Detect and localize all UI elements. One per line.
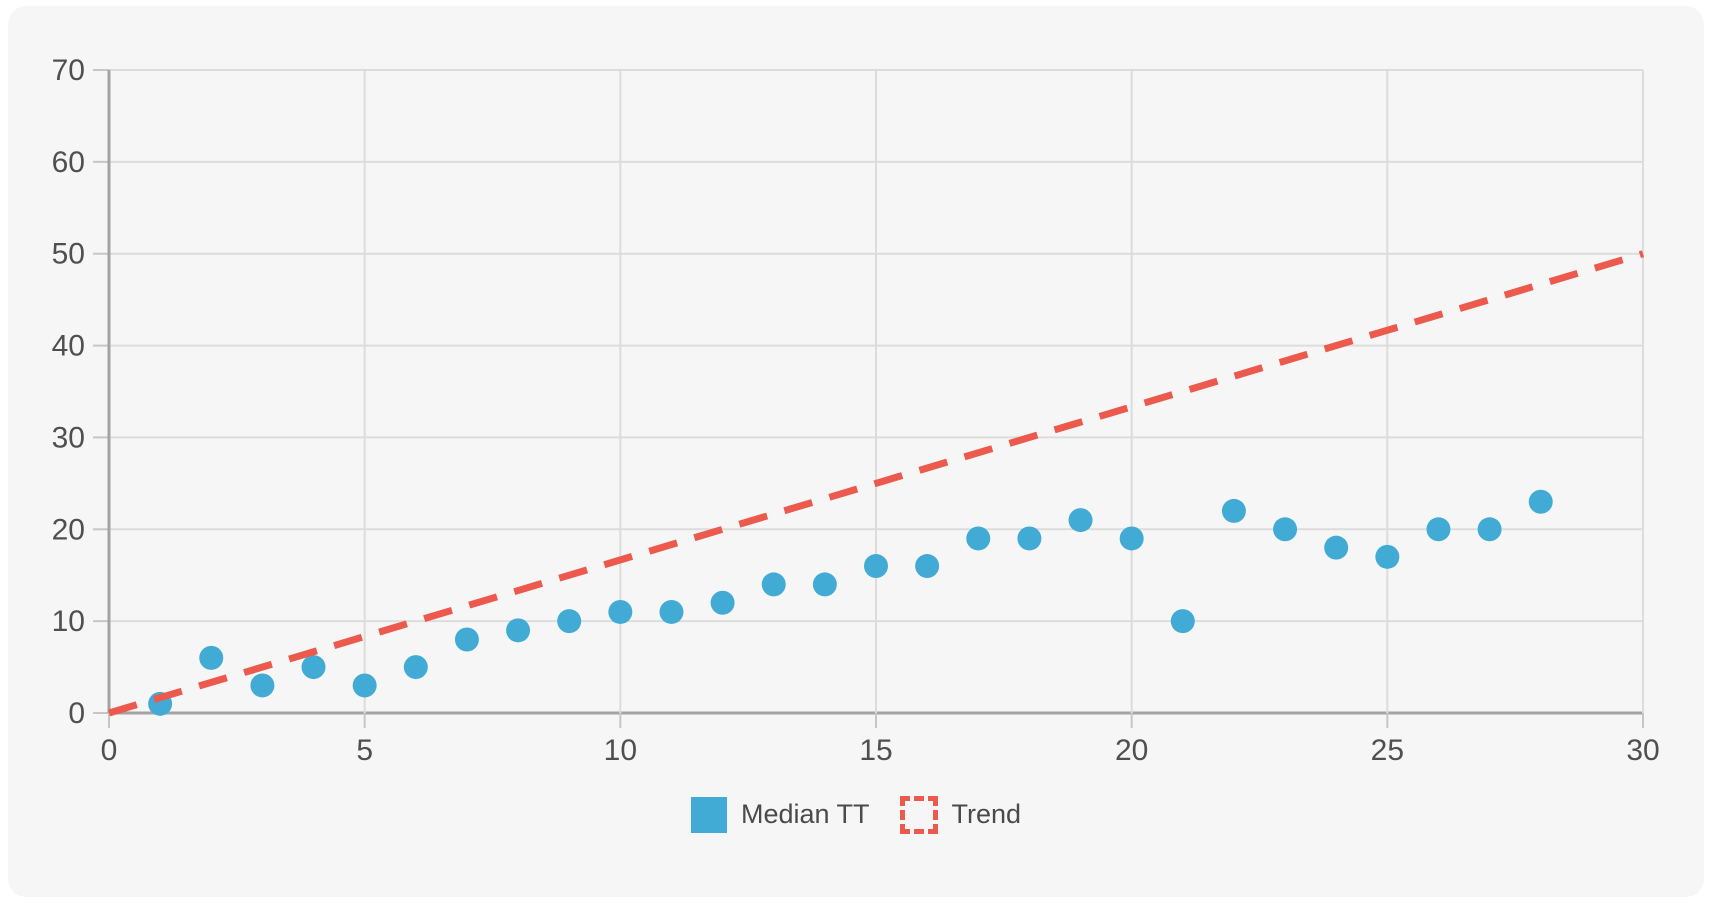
data-point[interactable]: [1068, 508, 1093, 533]
median-tt-swatch-icon: [690, 797, 727, 833]
y-tick-label: 50: [52, 238, 85, 271]
data-point[interactable]: [1017, 526, 1042, 551]
trend-swatch-icon: [899, 796, 938, 834]
x-tick-label: 5: [356, 734, 373, 767]
data-point[interactable]: [864, 554, 888, 579]
chart-card: [8, 6, 1704, 897]
data-point[interactable]: [506, 618, 531, 643]
data-point[interactable]: [1119, 526, 1144, 551]
x-tick-label: 25: [1371, 734, 1404, 767]
x-tick-label: 30: [1626, 734, 1659, 767]
y-tick-label: 60: [52, 146, 85, 179]
data-point[interactable]: [608, 599, 633, 624]
data-point[interactable]: [1273, 517, 1298, 542]
data-point[interactable]: [1170, 609, 1195, 634]
data-point[interactable]: [454, 627, 479, 652]
data-point[interactable]: [557, 609, 582, 634]
data-point[interactable]: [761, 572, 786, 597]
data-point[interactable]: [1375, 544, 1400, 569]
legend-label-median-tt: Median TT: [740, 798, 870, 829]
data-point[interactable]: [915, 554, 940, 579]
y-tick-label: 20: [52, 513, 85, 546]
legend-item-trend[interactable]: Trend: [899, 796, 1022, 834]
x-tick-label: 20: [1115, 734, 1148, 767]
data-point[interactable]: [403, 655, 428, 680]
data-point[interactable]: [710, 590, 735, 615]
data-point[interactable]: [1324, 535, 1349, 560]
y-tick-label: 30: [52, 421, 85, 454]
data-point[interactable]: [966, 526, 991, 551]
x-tick-label: 0: [101, 734, 118, 767]
data-point[interactable]: [1477, 517, 1502, 542]
data-point[interactable]: [199, 645, 224, 670]
y-tick-label: 70: [52, 54, 85, 87]
legend-label-trend: Trend: [951, 798, 1022, 829]
data-point[interactable]: [301, 655, 326, 680]
chart-legend: Median TT Trend: [0, 796, 1712, 834]
data-point[interactable]: [352, 673, 377, 698]
data-point[interactable]: [250, 673, 275, 698]
data-point[interactable]: [812, 572, 837, 597]
data-point[interactable]: [1221, 498, 1246, 523]
data-point[interactable]: [1528, 489, 1553, 514]
legend-item-median-tt[interactable]: Median TT: [690, 797, 870, 833]
y-tick-label: 10: [52, 605, 85, 638]
x-tick-label: 15: [859, 734, 892, 767]
trend-line: [107, 250, 1645, 717]
data-point[interactable]: [1426, 517, 1451, 542]
data-point[interactable]: [659, 599, 684, 624]
y-tick-label: 0: [68, 697, 85, 730]
x-tick-label: 10: [604, 734, 637, 767]
y-tick-label: 40: [52, 330, 85, 363]
